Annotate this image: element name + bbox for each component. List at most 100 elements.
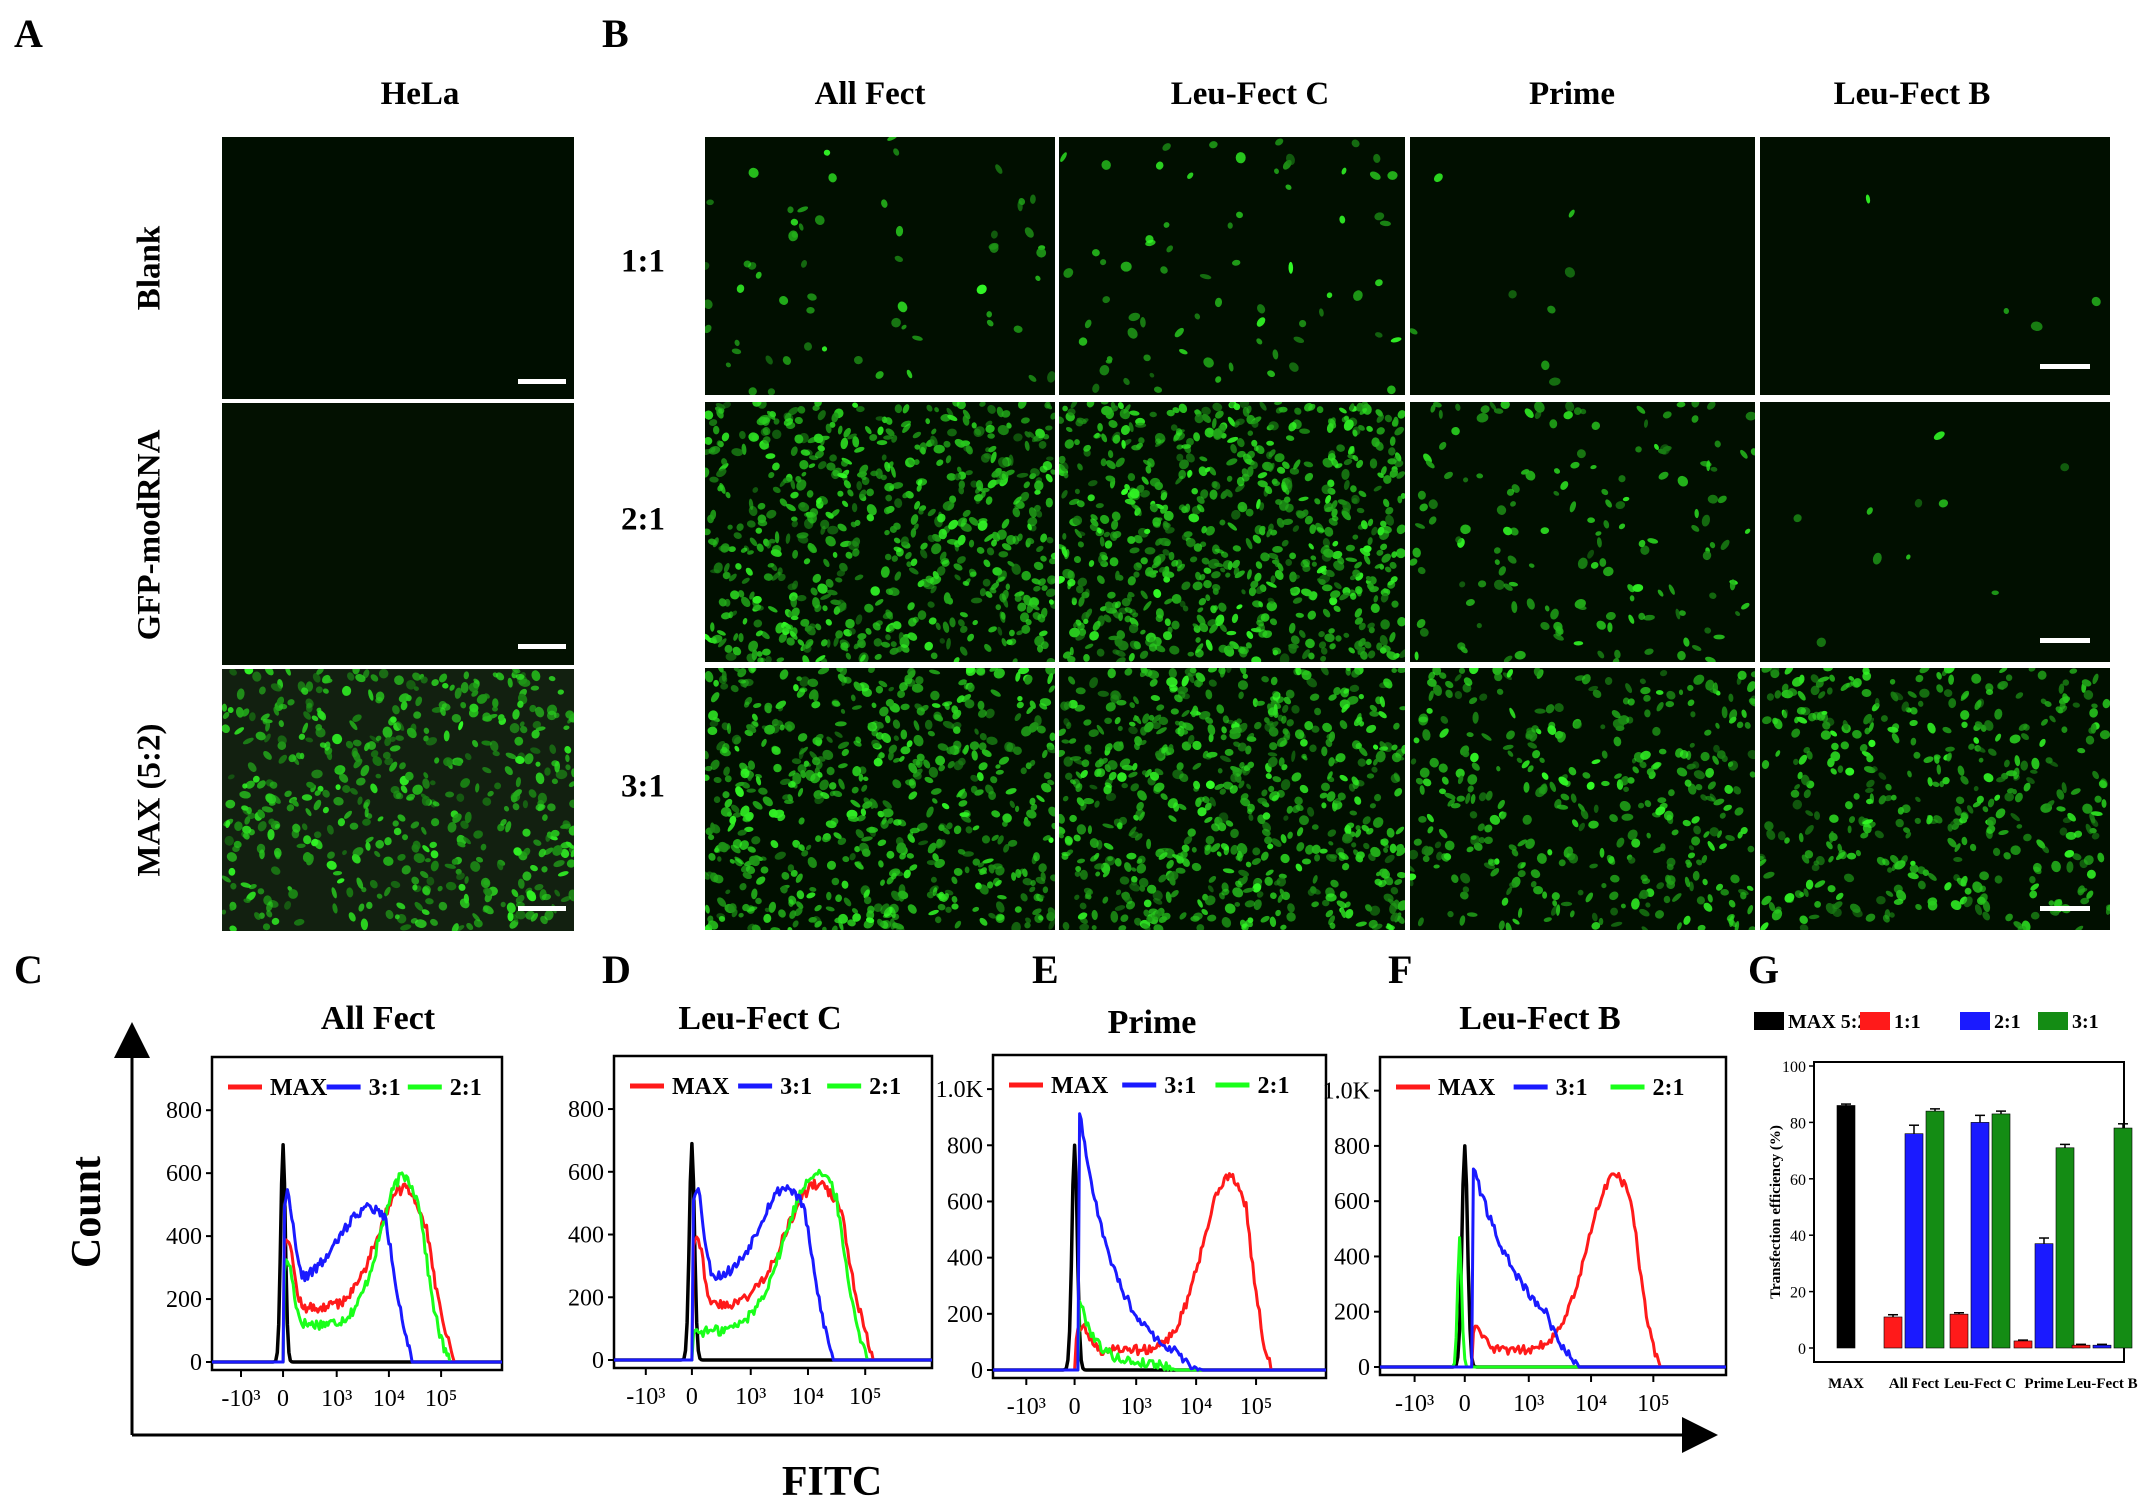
- gfp-cell: [438, 901, 448, 911]
- gfp-cell: [482, 766, 492, 774]
- gfp-cell: [1555, 625, 1564, 635]
- gfp-cell: [1061, 739, 1070, 744]
- gfp-cell: [494, 782, 502, 790]
- gfp-cell: [1314, 707, 1322, 716]
- gfp-cell: [395, 735, 404, 741]
- gfp-cell: [420, 676, 428, 684]
- gfp-cell: [751, 888, 758, 900]
- gfp-cell: [1025, 762, 1032, 770]
- gfp-cell: [731, 610, 738, 616]
- gfp-cell: [299, 752, 305, 760]
- gfp-cell: [893, 537, 901, 544]
- gfp-cell: [1128, 826, 1137, 837]
- gfp-cell: [1136, 801, 1144, 811]
- gfp-cell: [1214, 297, 1223, 308]
- gfp-cell: [900, 746, 911, 755]
- gfp-cell: [456, 872, 465, 880]
- micrograph-background: [1059, 668, 1405, 930]
- gfp-cell: [1374, 793, 1382, 802]
- gfp-cell: [457, 841, 466, 848]
- gfp-cell: [530, 864, 538, 872]
- gfp-cell: [1154, 433, 1166, 444]
- gfp-cell: [1745, 411, 1755, 421]
- gfp-cell: [1247, 803, 1255, 813]
- gfp-cell: [1577, 605, 1587, 611]
- gfp-cell: [1226, 643, 1234, 651]
- gfp-cell: [1199, 456, 1208, 462]
- gfp-cell: [1162, 631, 1173, 641]
- gfp-cell: [384, 736, 392, 747]
- gfp-cell: [856, 481, 862, 491]
- gfp-cell: [1158, 852, 1168, 860]
- gfp-cell: [1032, 908, 1042, 916]
- gfp-cell: [947, 428, 957, 437]
- gfp-cell: [1560, 481, 1569, 490]
- gfp-cell: [271, 917, 280, 925]
- x-tick-label: 0: [277, 1386, 289, 1412]
- gfp-cell: [1265, 869, 1274, 876]
- gfp-cell: [867, 905, 875, 914]
- gfp-cell: [995, 604, 1002, 611]
- gfp-cell: [1381, 553, 1391, 563]
- gfp-cell: [875, 685, 884, 694]
- gfp-cell: [1038, 894, 1045, 899]
- gfp-cell: [1179, 459, 1189, 470]
- gfp-cell: [942, 621, 950, 633]
- gfp-cell: [1358, 622, 1366, 631]
- gfp-cell: [1140, 317, 1146, 328]
- gfp-cell: [1162, 549, 1170, 556]
- gfp-cell: [460, 820, 469, 829]
- gfp-cell: [756, 416, 768, 426]
- gfp-cell: [1021, 570, 1032, 581]
- gfp-cell: [1131, 876, 1138, 883]
- gfp-cell: [1239, 402, 1250, 409]
- gfp-cell: [235, 706, 244, 718]
- bar: [2034, 1243, 2054, 1349]
- gfp-cell: [854, 846, 861, 853]
- gfp-cell: [412, 672, 422, 681]
- gfp-cell: [976, 668, 986, 676]
- gfp-cell: [1367, 518, 1374, 527]
- gfp-cell: [971, 422, 977, 429]
- gfp-cell: [1036, 545, 1044, 553]
- category-label: Leu-Fect B: [2066, 1376, 2137, 1392]
- gfp-cell: [716, 630, 726, 636]
- gfp-cell: [937, 513, 946, 523]
- gfp-cell: [454, 759, 462, 767]
- gfp-cell: [1014, 805, 1020, 812]
- gfp-cell: [731, 348, 742, 355]
- gfp-cell: [1285, 184, 1292, 190]
- gfp-cell: [1195, 797, 1202, 808]
- gfp-cell: [1298, 496, 1309, 502]
- gfp-cell: [1168, 551, 1175, 561]
- x-tick-label: 10⁵: [1637, 1391, 1669, 1417]
- gfp-cell: [910, 528, 917, 538]
- micrograph-image: [1760, 402, 2110, 662]
- gfp-cell: [1389, 632, 1396, 643]
- gfp-cell: [913, 523, 919, 531]
- gfp-cell: [1154, 644, 1166, 653]
- gfp-cell: [1023, 819, 1031, 827]
- gfp-cell: [1417, 490, 1426, 500]
- gfp-cell: [725, 491, 731, 499]
- gfp-cell: [853, 681, 862, 692]
- gfp-cell: [1352, 534, 1359, 540]
- gfp-cell: [404, 771, 414, 781]
- gfp-cell: [1573, 407, 1582, 415]
- gfp-cell: [821, 346, 828, 352]
- gfp-cell: [1062, 921, 1070, 930]
- gfp-cell: [993, 668, 1005, 679]
- gfp-cell: [798, 844, 805, 852]
- gfp-cell: [1149, 771, 1160, 781]
- gfp-cell: [1227, 222, 1233, 229]
- gfp-cell: [1325, 909, 1334, 918]
- gfp-cell: [734, 745, 740, 752]
- gfp-cell: [962, 415, 970, 426]
- gfp-cell: [1636, 405, 1646, 414]
- gfp-cell: [1341, 167, 1347, 175]
- gfp-cell: [866, 514, 875, 522]
- gfp-cell: [1092, 620, 1101, 631]
- gfp-cell: [1553, 633, 1564, 641]
- gfp-cell: [907, 831, 914, 839]
- gfp-cell: [729, 859, 735, 864]
